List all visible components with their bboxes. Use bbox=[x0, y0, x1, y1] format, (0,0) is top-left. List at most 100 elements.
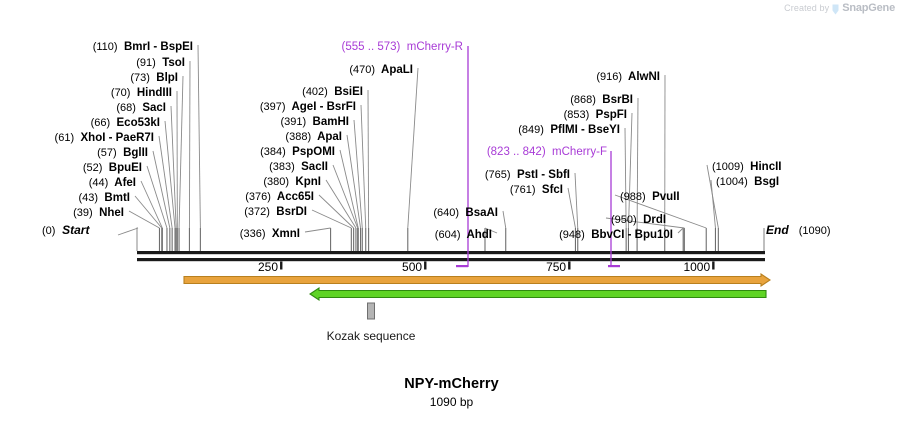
enzyme-label-bglii[interactable]: (57) BglII bbox=[97, 147, 148, 159]
enzyme-label-hincii[interactable]: (1009) HincII bbox=[712, 161, 782, 173]
enzyme-leader-line bbox=[625, 128, 626, 228]
enzyme-label-drdi[interactable]: (950) DrdI bbox=[611, 214, 666, 226]
enzyme-label-ahdi[interactable]: (604) AhdI bbox=[435, 229, 492, 241]
enzyme-label-afei[interactable]: (44) AfeI bbox=[89, 177, 136, 189]
enzyme-position: (988) bbox=[620, 191, 646, 203]
enzyme-label-bsrbi[interactable]: (868) BsrBI bbox=[570, 94, 633, 106]
enzyme-label-bsaai[interactable]: (640) BsaAI bbox=[433, 207, 498, 219]
enzyme-label-sfci[interactable]: (761) SfcI bbox=[510, 184, 563, 196]
ruler-label-500: 500 bbox=[402, 260, 422, 274]
enzyme-position: (91) bbox=[136, 57, 156, 69]
enzyme-position: (66) bbox=[91, 117, 111, 129]
enzyme-position: (397) bbox=[260, 101, 286, 113]
enzyme-label-tsoi[interactable]: (91) TsoI bbox=[136, 57, 185, 69]
enzyme-label-pspomi[interactable]: (384) PspOMI bbox=[260, 146, 335, 158]
enzyme-position: (391) bbox=[280, 116, 306, 128]
enzyme-name: SacI bbox=[136, 102, 166, 114]
kozak-sequence-label: Kozak sequence bbox=[327, 329, 416, 343]
ruler-label-750: 750 bbox=[546, 260, 566, 274]
enzyme-label-blpi[interactable]: (73) BlpI bbox=[130, 72, 178, 84]
enzyme-position: (849) bbox=[518, 124, 544, 136]
enzyme-label-psti-sbfi[interactable]: (765) PstI - SbfI bbox=[485, 169, 570, 181]
enzyme-position: (853) bbox=[564, 109, 590, 121]
enzyme-label-acc65i[interactable]: (376) Acc65I bbox=[245, 191, 314, 203]
primer-label-mcherry-r[interactable]: (555 .. 573) mCherry-R bbox=[342, 41, 463, 53]
ruler-label-250: 250 bbox=[258, 260, 278, 274]
end-label[interactable]: End (1090) bbox=[766, 224, 830, 237]
enzyme-label-agei-bsrfi[interactable]: (397) AgeI - BsrFI bbox=[260, 101, 356, 113]
start-label[interactable]: (0) Start bbox=[42, 224, 89, 237]
enzyme-label-hindiii[interactable]: (70) HindIII bbox=[111, 87, 172, 99]
enzyme-leader-line bbox=[575, 173, 578, 228]
end-text: End bbox=[766, 223, 789, 237]
enzyme-label-bsgi[interactable]: (1004) BsgI bbox=[716, 176, 779, 188]
start-text: Start bbox=[62, 223, 89, 237]
enzyme-position: (61) bbox=[55, 132, 75, 144]
enzyme-name: BsaAI bbox=[459, 207, 498, 219]
enzyme-position: (380) bbox=[263, 176, 289, 188]
ruler-tick bbox=[280, 262, 282, 270]
primer-label-mcherry-f[interactable]: (823 .. 842) mCherry-F bbox=[487, 146, 607, 158]
enzyme-name: SfcI bbox=[536, 184, 563, 196]
enzyme-name: XhoI - PaeR7I bbox=[74, 132, 154, 144]
enzyme-position: (110) bbox=[93, 41, 118, 53]
enzyme-label-alwni[interactable]: (916) AlwNI bbox=[596, 71, 660, 83]
enzyme-name: BsiEI bbox=[328, 86, 363, 98]
enzyme-position: (948) bbox=[559, 229, 585, 241]
enzyme-name: BsrDI bbox=[270, 206, 307, 218]
start-leader-line bbox=[118, 228, 138, 235]
enzyme-leader-line bbox=[153, 151, 170, 228]
enzyme-label-saci[interactable]: (68) SacI bbox=[116, 102, 166, 114]
enzyme-leader-line bbox=[198, 45, 200, 228]
enzyme-label-apai[interactable]: (388) ApaI bbox=[285, 131, 342, 143]
enzyme-label-sacii[interactable]: (383) SacII bbox=[269, 161, 328, 173]
enzyme-label-bamhi[interactable]: (391) BamHI bbox=[280, 116, 349, 128]
enzyme-name: AlwNI bbox=[622, 71, 660, 83]
enzyme-leader-line bbox=[637, 98, 638, 228]
enzyme-label-nhei[interactable]: (39) NheI bbox=[73, 207, 124, 219]
enzyme-name: PspOMI bbox=[286, 146, 335, 158]
enzyme-label-xhoi-paer7i[interactable]: (61) XhoI - PaeR7I bbox=[55, 132, 154, 144]
primer-name: mCherry-F bbox=[546, 146, 607, 158]
enzyme-position: (765) bbox=[485, 169, 511, 181]
enzyme-label-bsiei[interactable]: (402) BsiEI bbox=[302, 86, 363, 98]
feature-arrow[interactable] bbox=[184, 274, 770, 286]
enzyme-name: XmnI bbox=[265, 228, 300, 240]
enzyme-leader-line bbox=[319, 195, 354, 228]
enzyme-position: (44) bbox=[89, 177, 109, 189]
enzyme-name: BlpI bbox=[150, 72, 178, 84]
enzyme-label-bmri-bspei[interactable]: (110) BmrI - BspEI bbox=[93, 41, 193, 53]
enzyme-leader-line bbox=[305, 228, 331, 232]
ruler-tick bbox=[568, 262, 570, 270]
enzyme-position: (68) bbox=[116, 102, 136, 114]
enzyme-position: (761) bbox=[510, 184, 536, 196]
enzyme-name: BglII bbox=[117, 147, 148, 159]
enzyme-label-xmni[interactable]: (336) XmnI bbox=[240, 228, 300, 240]
enzyme-position: (1004) bbox=[716, 176, 748, 188]
enzyme-position: (1009) bbox=[712, 161, 744, 173]
enzyme-label-pflmi-bseyi[interactable]: (849) PflMI - BseYI bbox=[518, 124, 620, 136]
enzyme-label-bbvci-bpu10i[interactable]: (948) BbvCI - Bpu10I bbox=[559, 229, 673, 241]
enzyme-label-pspfi[interactable]: (853) PspFI bbox=[564, 109, 627, 121]
kozak-sequence-box[interactable] bbox=[368, 303, 375, 319]
enzyme-name: AhdI bbox=[460, 229, 492, 241]
enzyme-position: (388) bbox=[285, 131, 311, 143]
primer-name: mCherry-R bbox=[400, 41, 463, 53]
enzyme-name: PspFI bbox=[589, 109, 627, 121]
enzyme-label-bsrdi[interactable]: (372) BsrDI bbox=[244, 206, 307, 218]
enzyme-leader-line bbox=[179, 76, 183, 228]
enzyme-label-bmti[interactable]: (43) BmtI bbox=[78, 192, 130, 204]
enzyme-position: (336) bbox=[240, 228, 266, 240]
enzyme-label-apali[interactable]: (470) ApaLI bbox=[349, 64, 413, 76]
enzyme-label-pvuii[interactable]: (988) PvuII bbox=[620, 191, 680, 203]
enzyme-label-eco53ki[interactable]: (66) Eco53kI bbox=[91, 117, 160, 129]
map-title-block: NPY-mCherry 1090 bp bbox=[0, 376, 903, 409]
enzyme-label-bpuei[interactable]: (52) BpuEI bbox=[83, 162, 142, 174]
enzyme-position: (73) bbox=[130, 72, 150, 84]
enzyme-name: ApaLI bbox=[375, 64, 413, 76]
enzyme-label-kpni[interactable]: (380) KpnI bbox=[263, 176, 321, 188]
enzyme-name: BpuEI bbox=[102, 162, 142, 174]
enzyme-leader-line bbox=[408, 68, 418, 228]
enzyme-name: NheI bbox=[93, 207, 124, 219]
feature-arrow[interactable] bbox=[310, 288, 766, 300]
